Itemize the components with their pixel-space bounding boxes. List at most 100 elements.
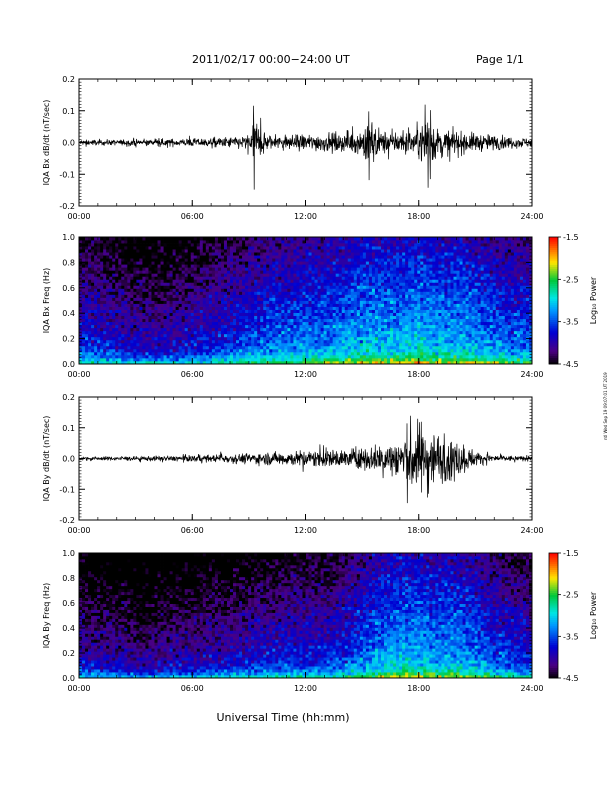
spectrogram-cell [311,249,315,253]
spectrogram-cell [163,324,167,329]
spectrogram-cell [287,267,291,271]
spectrogram-cell [278,261,282,265]
spectrogram-cell [151,294,155,298]
spectrogram-cell [181,324,186,329]
spectrogram-cell [423,276,427,280]
spectrogram-cell [308,342,312,347]
spectrogram-cell [109,249,113,253]
signal-trace [79,104,532,190]
spectrogram-cell [136,300,140,304]
spectrogram-cell [387,306,391,310]
spectrogram-cell [384,354,388,359]
spectrogram-cell [151,327,155,332]
spectrogram-cell [169,243,174,247]
spectrogram-cell [326,246,331,250]
spectrogram-cell [239,249,243,253]
spectrogram-cell [414,258,418,262]
spectrogram-cell [193,303,198,307]
spectrogram-cell [272,342,276,347]
spectrogram-cell [233,309,237,313]
spectrogram-cell [178,324,183,329]
spectrogram-cell [399,360,403,365]
spectrogram-cell [296,348,300,353]
spectrogram-cell [405,273,409,277]
spectrogram-cell [281,309,285,313]
spectrogram-cell [377,285,382,289]
spectrogram-cell [181,267,186,271]
spectrogram-cell [341,255,346,259]
spectrogram-cell [323,279,328,283]
spectrogram-cell [248,297,252,301]
spectrogram-cell [396,324,400,329]
spectrogram-cell [393,303,397,307]
spectrogram-cell [353,351,358,356]
spectrogram-cell [130,240,134,244]
spectrogram-cell [411,282,415,286]
spectrogram-cell [323,264,328,268]
spectrogram-cell [362,333,367,338]
spectrogram-cell [266,318,270,323]
spectrogram-cell [281,276,285,280]
spectrogram-cell [362,291,367,295]
spectrogram-cell [175,342,180,347]
spectrogram-cell [356,255,361,259]
spectrogram-cell [299,249,303,253]
spectrogram-cell [178,243,183,247]
spectrogram-cell [287,309,291,313]
spectrogram-cell [338,237,343,241]
spectrogram-cell [260,246,264,250]
spectrogram-cell [317,267,321,271]
spectrogram-cell [338,297,343,301]
spectrogram-cell [396,348,400,353]
spectrogram-cell [172,243,177,247]
spectrogram-cell [293,252,297,256]
spectrogram-cell [326,267,331,271]
spectrogram-cell [130,270,134,274]
spectrogram-cell [163,303,167,307]
spectrogram-cell [269,354,273,359]
spectrogram-cell [205,312,210,317]
spectrogram-cell [275,255,279,259]
spectrogram-cell [220,258,225,262]
spectrogram-cell [266,315,270,320]
spectrogram-cell [100,327,104,332]
spectrogram-cell [257,252,261,256]
spectrogram-cell [396,261,400,265]
spectrogram-cell [202,336,207,341]
spectrogram-cell [97,237,101,241]
spectrogram-cell [308,336,312,341]
spectrogram-cell [353,258,358,262]
spectrogram-cell [103,354,107,359]
spectrogram-cell [284,306,288,310]
spectrogram-cell [136,321,140,326]
spectrogram-cell [402,246,406,250]
spectrogram-cell [151,336,155,341]
spectrogram-cell [399,288,403,292]
spectrogram-cell [335,252,340,256]
spectrogram-cell [103,237,107,241]
spectrogram-cell [190,342,195,347]
spectrogram-cell [85,315,89,320]
spectrogram-cell [145,351,149,356]
spectrogram-cell [97,303,101,307]
spectrogram-cell [230,333,234,338]
spectrogram-cell [148,309,152,313]
spectrogram-cell [115,354,119,359]
spectrogram-cell [142,249,146,253]
spectrogram-cell [208,348,213,353]
spectrogram-cell [245,288,249,292]
spectrogram-cell [344,240,349,244]
spectrogram-cell [299,285,303,289]
spectrogram-cell [284,315,288,320]
spectrogram-cell [139,306,143,310]
spectrogram-cell [257,330,261,335]
spectrogram-cell [308,318,312,323]
spectrogram-cell [263,246,267,250]
spectrogram-cell [269,249,273,253]
spectrogram-cell [396,237,400,241]
spectrogram-cell [338,258,343,262]
spectrogram-cell [323,318,328,323]
spectrogram-cell [314,336,318,341]
spectrogram-cell [344,309,349,313]
spectrogram-cell [254,246,258,250]
